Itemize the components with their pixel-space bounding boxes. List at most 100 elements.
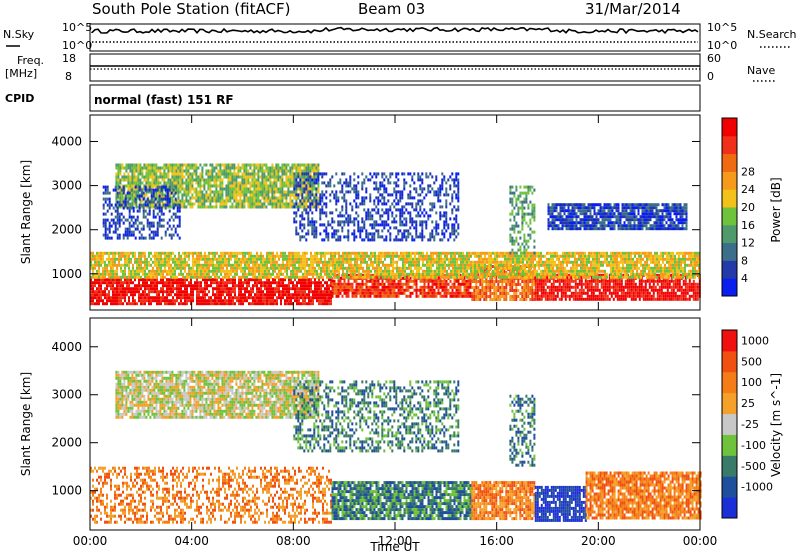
power-echo-cell <box>272 281 274 285</box>
power-echo-cell <box>646 291 649 295</box>
power-echo-cell <box>246 272 248 276</box>
power-echo-cell <box>411 291 414 295</box>
power-echo-cell <box>580 260 582 264</box>
power-echo-cell <box>400 251 402 255</box>
power-echo-cell <box>106 257 108 261</box>
power-echo-cell <box>156 272 158 276</box>
power-echo-cell <box>626 272 628 276</box>
power-echo-cell <box>119 163 122 167</box>
power-echo-cell <box>119 196 122 200</box>
power-echo-cell <box>424 272 426 276</box>
power-echo-cell <box>196 296 198 300</box>
power-echo-cell <box>202 269 204 273</box>
power-echo-cell <box>123 202 126 206</box>
power-echo-cell <box>254 302 256 306</box>
power-echo-cell <box>376 257 378 261</box>
power-echo-cell <box>604 291 607 295</box>
power-echo-cell <box>405 288 408 292</box>
power-echo-cell <box>212 263 214 267</box>
power-echo-cell <box>596 275 598 279</box>
power-echo-cell <box>248 284 250 288</box>
power-echo-cell <box>132 290 134 294</box>
power-echo-cell <box>576 266 578 270</box>
power-echo-cell <box>200 296 202 300</box>
power-echo-cell <box>264 257 266 261</box>
power-echo-cell <box>359 294 362 298</box>
nave-tick-low: 0 <box>707 70 714 83</box>
power-echo-cell <box>368 263 370 267</box>
power-echo-cell <box>432 260 434 264</box>
power-echo-cell <box>612 285 615 289</box>
power-echo-cell <box>130 302 132 306</box>
power-echo-cell <box>439 294 442 298</box>
power-echo-cell <box>532 260 534 264</box>
power-echo-cell <box>375 285 378 289</box>
power-echo-cell <box>252 290 254 294</box>
power-echo-cell <box>184 266 186 270</box>
power-echo-cell <box>391 279 394 283</box>
power-echo-cell <box>682 260 684 264</box>
power-echo-cell <box>108 299 110 303</box>
power-echo-cell <box>359 288 362 292</box>
power-echo-cell <box>616 257 618 261</box>
power-echo-cell <box>210 275 212 279</box>
power-echo-cell <box>138 263 140 267</box>
power-echo-cell <box>164 275 166 279</box>
power-echo-cell <box>139 181 142 185</box>
power-echo-cell <box>456 260 458 264</box>
power-echo-cell <box>104 269 106 273</box>
power-echo-cell <box>252 254 254 258</box>
power-echo-cell <box>147 181 150 185</box>
power-echo-cell <box>157 196 160 200</box>
power-echo-cell <box>476 275 478 279</box>
power-echo-cell <box>648 257 650 261</box>
power-echo-cell <box>418 251 420 255</box>
power-echo-cell <box>439 291 442 295</box>
power-echo-cell <box>485 298 488 301</box>
power-echo-cell <box>120 275 122 279</box>
power-echo-cell <box>538 257 540 261</box>
power-echo-cell <box>90 281 92 285</box>
power-echo-cell <box>409 291 412 295</box>
power-echo-cell <box>480 266 482 270</box>
power-echo-cell <box>282 290 284 294</box>
power-echo-cell <box>306 257 308 261</box>
power-echo-cell <box>300 260 302 264</box>
power-echo-cell <box>92 251 94 255</box>
power-echo-cell <box>620 254 622 258</box>
power-echo-cell <box>308 299 310 303</box>
power-echo-cell <box>208 263 210 267</box>
power-echo-cell <box>529 280 532 283</box>
power-echo-cell <box>684 260 686 264</box>
power-echo-cell <box>414 275 416 279</box>
power-echo-cell <box>204 269 206 273</box>
power-echo-cell <box>260 269 262 273</box>
power-echo-cell <box>246 287 248 291</box>
power-echo-cell <box>168 287 170 291</box>
power-echo-cell <box>119 169 122 173</box>
power-echo-cell <box>182 296 184 300</box>
power-echo-cell <box>540 272 542 276</box>
power-echo-cell <box>596 279 599 283</box>
power-echo-cell <box>505 280 508 283</box>
power-echo-cell <box>570 269 572 273</box>
power-echo-cell <box>482 251 484 255</box>
power-echo-cell <box>148 254 150 258</box>
power-echo-cell <box>314 281 316 285</box>
power-echo-cell <box>328 272 330 276</box>
power-echo-cell <box>388 275 390 279</box>
power-echo-cell <box>160 296 162 300</box>
power-echo-cell <box>654 266 656 270</box>
power-echo-cell <box>286 299 288 303</box>
power-echo-cell <box>531 292 534 295</box>
power-echo-cell <box>548 272 550 276</box>
power-echo-cell <box>562 272 564 276</box>
power-echo-cell <box>228 254 230 258</box>
power-echo-cell <box>108 296 110 300</box>
power-echo-cell <box>401 291 404 295</box>
power-echo-cell <box>592 263 594 267</box>
power-echo-cell <box>678 260 680 264</box>
power-echo-cell <box>674 275 676 279</box>
power-echo-cell <box>444 269 446 273</box>
power-echo-cell <box>421 291 424 295</box>
